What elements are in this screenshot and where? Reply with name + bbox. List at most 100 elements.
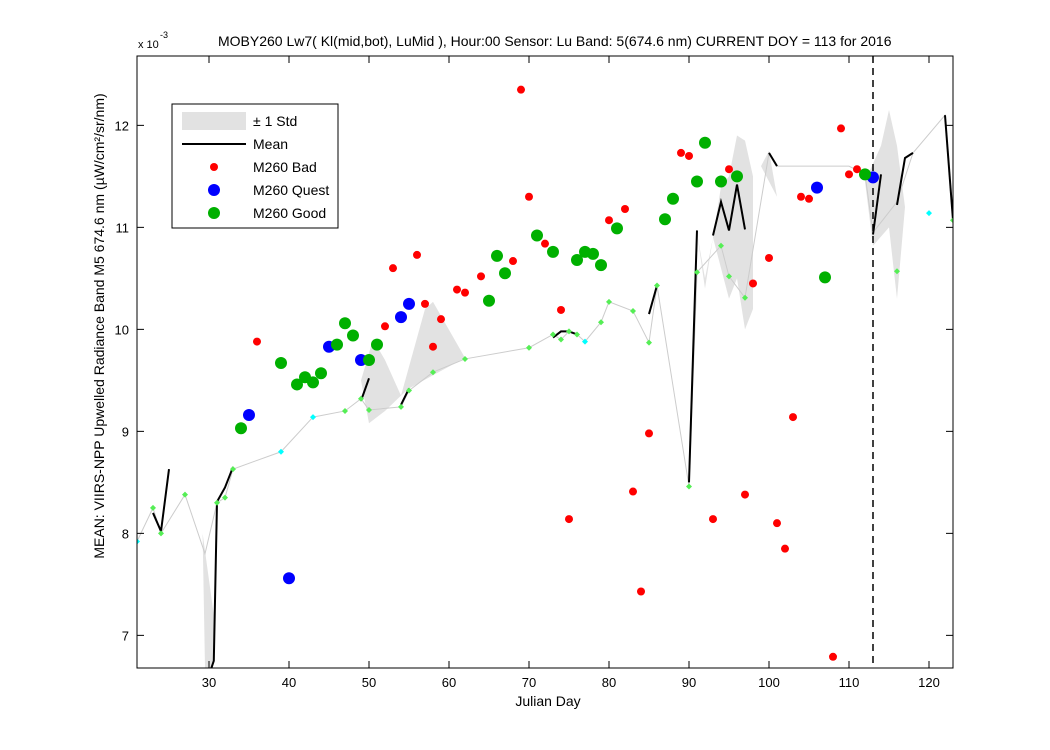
quest-point	[243, 409, 255, 422]
bad-point	[749, 279, 757, 288]
small-good-point	[406, 387, 412, 394]
bad-point	[765, 253, 773, 262]
std-band	[761, 150, 777, 197]
mean-line-segment	[688, 230, 698, 483]
bad-point	[557, 305, 565, 314]
good-point	[371, 338, 383, 351]
small-good-point	[358, 395, 364, 402]
small-good-point	[718, 242, 724, 249]
good-point	[275, 357, 287, 370]
small-good-point	[462, 355, 468, 362]
small-good-point	[430, 369, 436, 376]
small-good-point	[950, 217, 953, 224]
bad-point	[789, 413, 797, 422]
bad-point	[565, 515, 573, 524]
bad-point	[389, 264, 397, 273]
y-tick-label: 11	[116, 220, 130, 235]
x-tick-label: 90	[682, 675, 696, 690]
quest-point	[811, 181, 823, 194]
good-point	[667, 192, 679, 205]
small-good-point	[222, 494, 228, 501]
legend-swatch-bad	[210, 163, 218, 171]
bad-point	[621, 205, 629, 213]
small-good-point	[550, 331, 556, 338]
mean-line-segment	[648, 285, 658, 315]
good-point	[347, 329, 359, 342]
x-tick-label: 70	[522, 675, 536, 690]
good-point	[363, 353, 375, 366]
plot-area	[137, 56, 953, 668]
std-band	[697, 135, 753, 330]
small-good-point	[230, 466, 236, 473]
good-point	[611, 222, 623, 235]
small-good-point	[366, 406, 372, 413]
good-point	[339, 317, 351, 330]
mean-line-segment	[896, 152, 914, 206]
std-band	[865, 110, 905, 299]
good-point	[483, 294, 495, 307]
good-point	[699, 136, 711, 149]
small-good-point	[158, 530, 164, 537]
small-good-point	[342, 407, 348, 414]
x-tick-label: 100	[758, 675, 780, 690]
bad-point	[781, 544, 789, 553]
good-point	[531, 229, 543, 242]
bad-point	[685, 151, 693, 160]
small-good-point	[558, 336, 564, 343]
mean-line-segment	[712, 184, 746, 236]
bad-point	[461, 288, 469, 297]
bad-point	[477, 272, 485, 281]
bad-point	[637, 587, 645, 596]
good-point	[315, 367, 327, 380]
small-good-point	[686, 483, 692, 490]
good-point	[731, 170, 743, 183]
good-point	[291, 378, 303, 391]
small-good-point	[606, 298, 612, 305]
good-point	[547, 245, 559, 258]
small-good-point	[398, 403, 404, 410]
bad-point	[413, 250, 421, 259]
mean-line-segment	[552, 330, 578, 339]
good-point	[491, 249, 503, 262]
small-good-point	[742, 294, 748, 301]
x-tick-label: 80	[602, 675, 616, 690]
mean-line-segment	[944, 115, 953, 221]
small-good-point	[598, 319, 604, 326]
cyan-point	[278, 448, 284, 455]
good-point	[331, 338, 343, 351]
bad-point	[741, 490, 749, 499]
std-band	[202, 533, 214, 668]
axes: 30 40 50 60 70 80 90 100 110 120 7 8 9 10 11 12	[115, 55, 954, 690]
y-scale-exponent-base: x 10	[138, 39, 159, 51]
good-point	[595, 259, 607, 272]
cyan-point	[137, 538, 140, 545]
x-axis-label: Julian Day	[515, 693, 580, 709]
y-tick-label: 10	[115, 322, 129, 337]
small-good-point	[574, 331, 580, 338]
legend-swatch-quest	[208, 184, 220, 196]
legend-label: M260 Good	[253, 205, 326, 221]
y-scale-exponent-power: -3	[160, 30, 168, 40]
x-tick-label: 30	[202, 675, 216, 690]
chart-title: MOBY260 Lw7( Kl(mid,bot), LuMid ), Hour:…	[218, 33, 892, 49]
good-point	[499, 267, 511, 280]
x-tick-label: 110	[839, 675, 860, 690]
bad-point	[253, 337, 261, 346]
small-good-point	[894, 268, 900, 275]
legend-label: M260 Bad	[253, 159, 317, 175]
mean-line-segment	[360, 377, 370, 402]
quest-point	[395, 311, 407, 324]
x-tick-label: 120	[918, 675, 940, 690]
legend-label: M260 Quest	[253, 182, 329, 198]
mean-line-segment	[152, 468, 170, 536]
bad-point	[437, 315, 445, 324]
cyan-point	[582, 338, 588, 345]
bad-point	[517, 85, 525, 94]
small-good-point	[694, 269, 700, 276]
plot-content	[137, 56, 953, 668]
bad-point	[845, 170, 853, 179]
good-point	[859, 168, 871, 181]
bad-point	[837, 124, 845, 133]
mean-line-segment	[768, 152, 778, 167]
legend: ± 1 Std Mean M260 Bad M260 Quest M260 Good	[171, 103, 339, 229]
